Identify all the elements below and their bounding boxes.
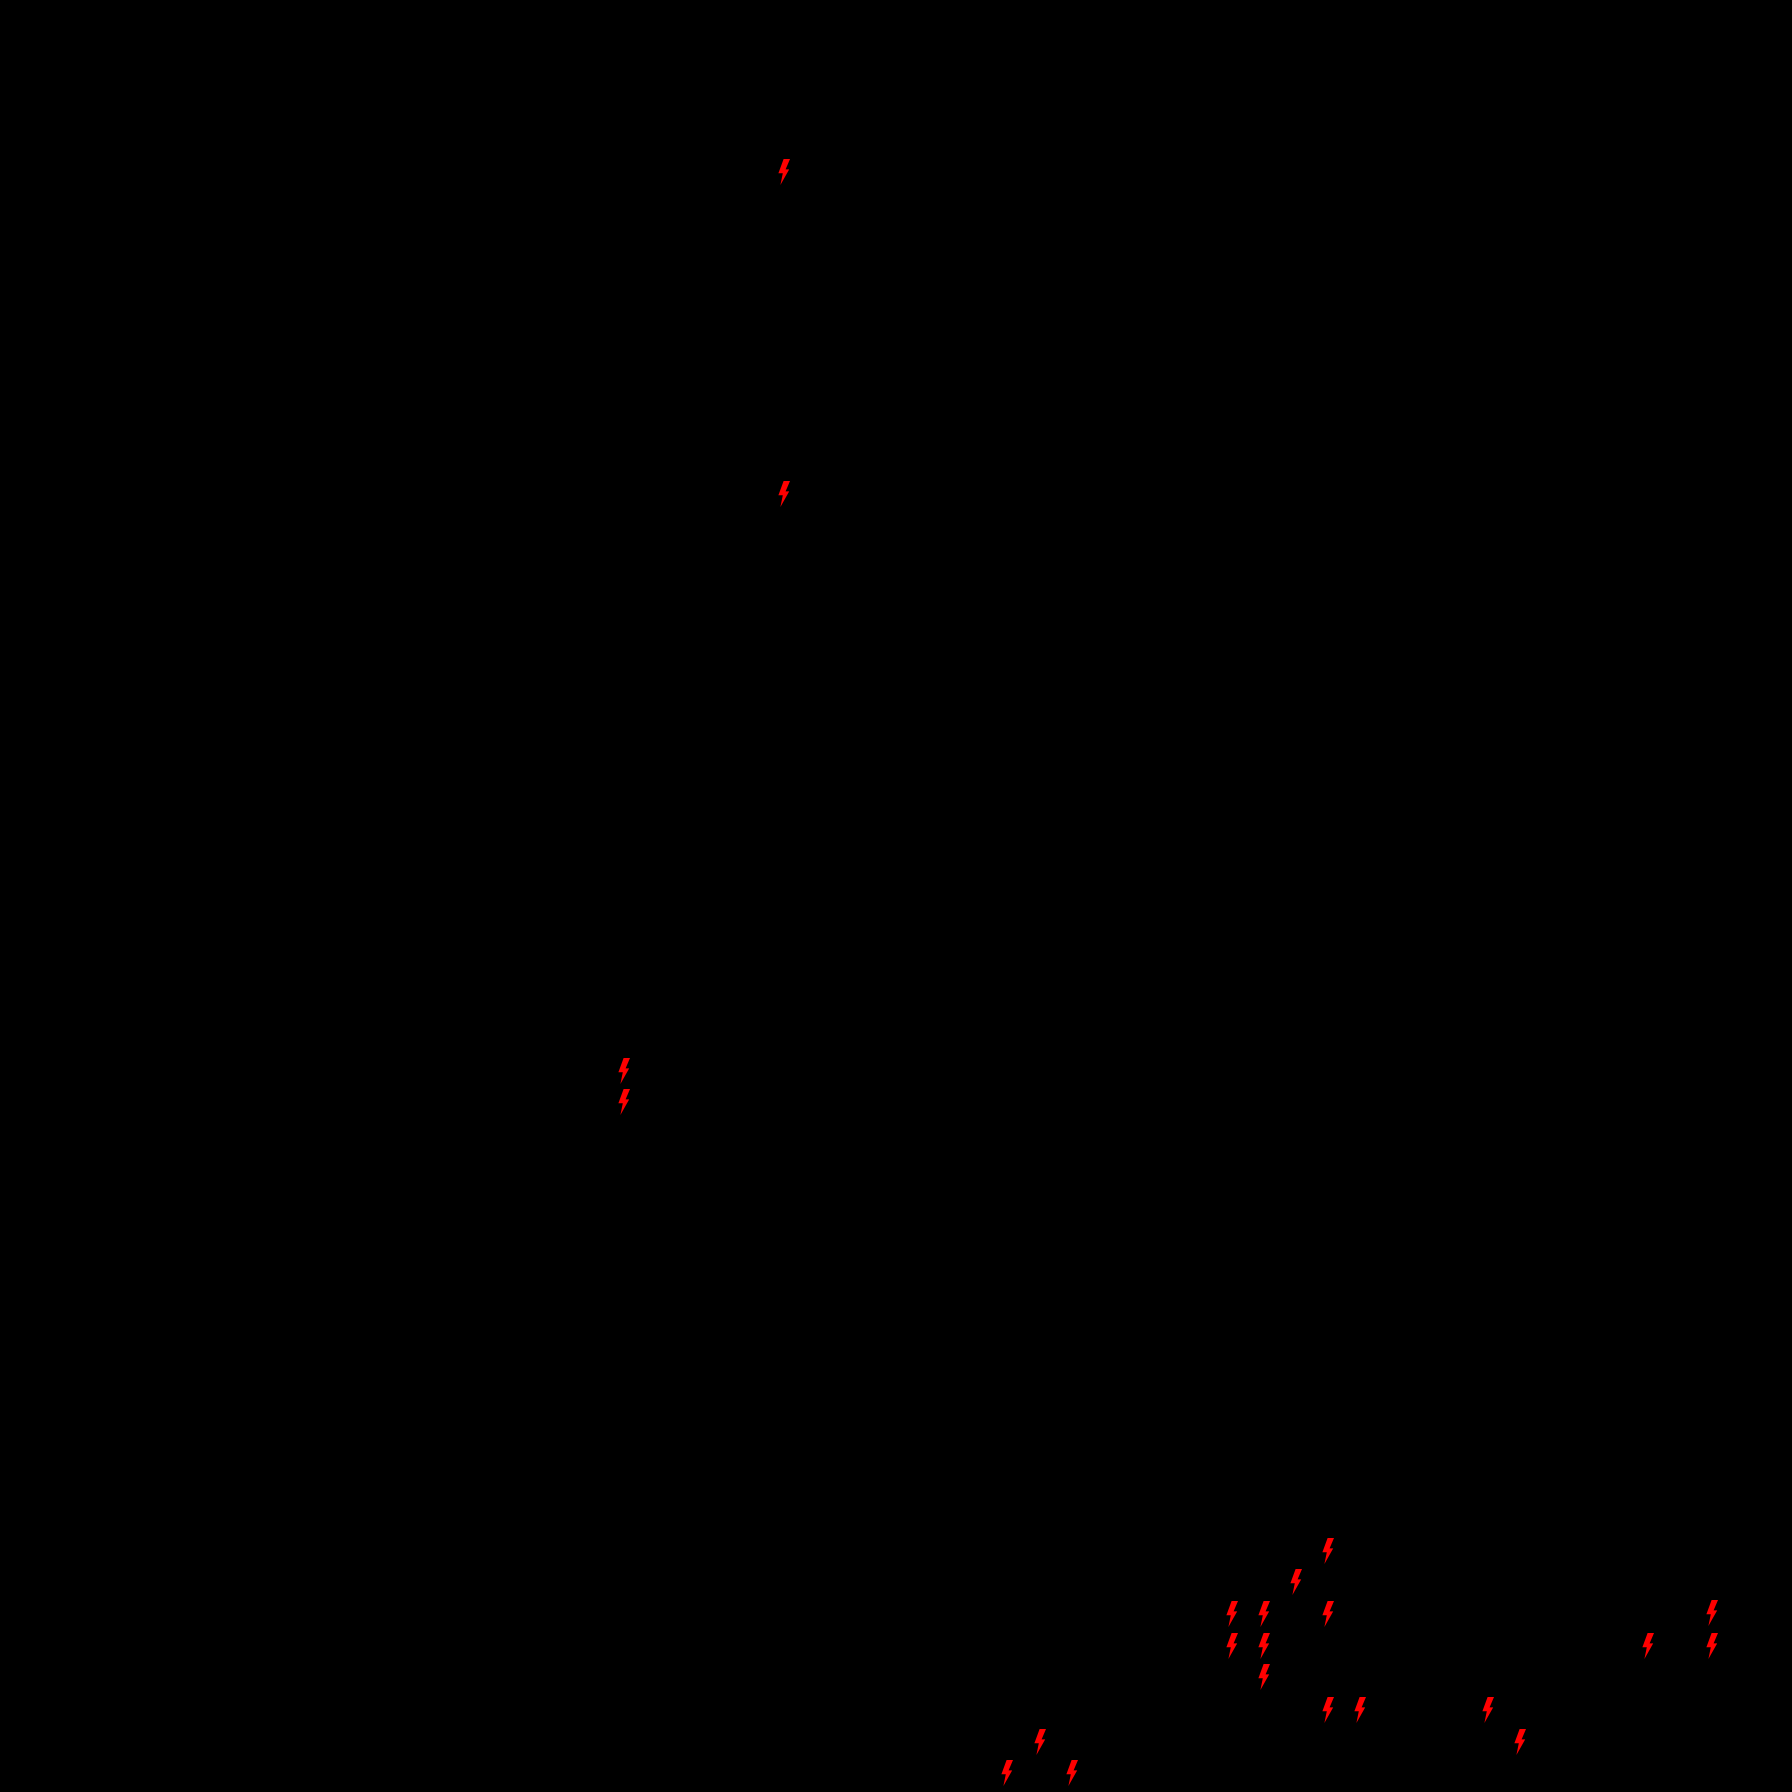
- lightning-bolt-icon: [1352, 1697, 1368, 1723]
- lightning-bolt-icon: [616, 1089, 632, 1115]
- lightning-bolt-icon: [1512, 1729, 1528, 1755]
- lightning-bolt-icon: [1032, 1729, 1048, 1755]
- lightning-bolt-icon: [1064, 1760, 1080, 1786]
- lightning-bolt-icon: [1320, 1601, 1336, 1627]
- lightning-bolt-icon: [1704, 1600, 1720, 1626]
- lightning-bolt-icon: [776, 159, 792, 185]
- lightning-bolt-icon: [1640, 1633, 1656, 1659]
- lightning-bolt-icon: [999, 1760, 1015, 1786]
- lightning-bolt-icon: [1320, 1538, 1336, 1564]
- lightning-bolt-icon: [1256, 1664, 1272, 1690]
- lightning-bolt-icon: [1288, 1569, 1304, 1595]
- lightning-bolt-icon: [1704, 1633, 1720, 1659]
- lightning-bolt-icon: [1256, 1633, 1272, 1659]
- lightning-bolt-icon: [1256, 1601, 1272, 1627]
- lightning-bolt-icon: [1480, 1697, 1496, 1723]
- lightning-bolt-icon: [776, 481, 792, 507]
- lightning-bolt-icon: [616, 1058, 632, 1084]
- lightning-bolt-icon: [1224, 1633, 1240, 1659]
- lightning-bolt-icon: [1320, 1697, 1336, 1723]
- lightning-bolt-icon: [1224, 1601, 1240, 1627]
